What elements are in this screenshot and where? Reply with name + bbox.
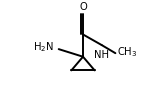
Text: NH: NH bbox=[94, 50, 109, 60]
Text: CH$_3$: CH$_3$ bbox=[117, 45, 138, 59]
Text: H$_2$N: H$_2$N bbox=[33, 40, 54, 54]
Text: O: O bbox=[79, 2, 87, 12]
